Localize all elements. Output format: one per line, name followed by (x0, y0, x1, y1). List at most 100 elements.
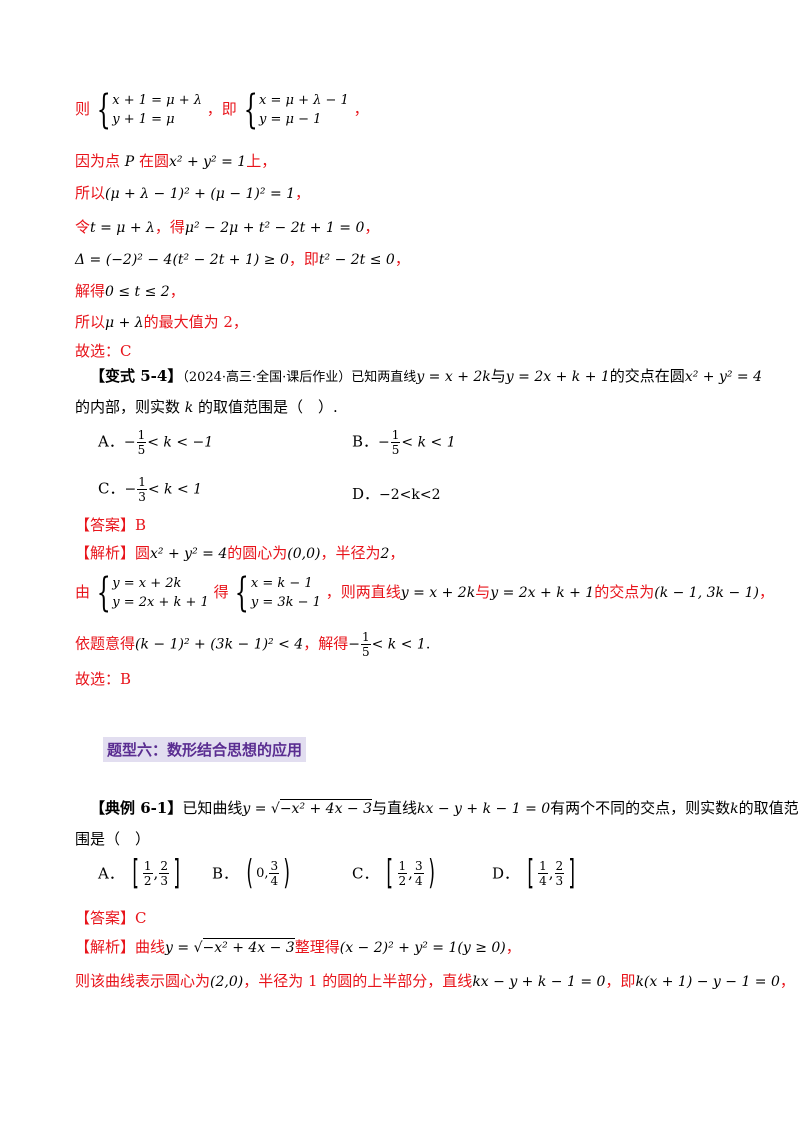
solution-line-choice: 故选：C (75, 342, 131, 360)
equation: μ + λ (105, 315, 144, 331)
option-label: B． (352, 432, 379, 451)
option-label: B． (212, 864, 239, 883)
text: ， (295, 184, 311, 202)
text: ，解得 (303, 634, 349, 653)
denominator: 4 (270, 873, 279, 888)
solution-line-circle: 因为点 P 在圆x² + y² = 1上， (75, 152, 276, 171)
option-a-6-1[interactable]: A． [1 2, 2 3] (98, 856, 183, 890)
equation: x² + y² = 4 (684, 369, 763, 385)
minus-sign: − (124, 481, 137, 498)
question-5-4: 【变式 5-4】（2024·高三·全国·课后作业）已知两直线y = x + 2k… (90, 367, 762, 386)
analysis-5-4-line1: 【解析】圆x² + y² = 4的圆心为(0,0)，半径为2， (75, 544, 404, 563)
denominator: 2 (398, 873, 407, 888)
text: 所以 (75, 313, 106, 331)
text: ， (169, 282, 185, 300)
numerator: 1 (390, 428, 401, 443)
equation: kx − y + k − 1 = 0 (417, 801, 551, 817)
text: 与 (490, 367, 506, 385)
analysis-6-1-line1: 【解析】曲线y = √−x² + 4x − 3整理得(x − 2)² + y² … (75, 938, 521, 956)
answer-tag: 【答案】 (75, 516, 136, 534)
text: 与直线 (372, 799, 418, 817)
option-b[interactable]: B．− 1 5 < k < 1 (352, 428, 456, 457)
equation-row: x = k − 1 (250, 576, 313, 591)
text: 的交点在圆 (609, 367, 685, 385)
option-b-6-1[interactable]: B． (0, 3 4) (212, 856, 293, 890)
inequality: < k < −1 (147, 434, 214, 451)
text: ，即 (206, 100, 237, 118)
answer-6-1: 【答案】C (75, 909, 147, 927)
option-c-6-1[interactable]: C． [1 2, 3 4) (352, 856, 438, 890)
equation: y = x + 2k (416, 369, 491, 385)
denominator: 4 (539, 873, 547, 888)
text: 的最大值为 2， (143, 313, 248, 331)
numerator: 3 (413, 858, 424, 874)
question-6-1-line2: 围是（ ） (75, 830, 150, 848)
option-label: C． (98, 479, 125, 498)
text: . (425, 636, 431, 653)
interval: (0, 3 4) (246, 853, 291, 893)
option-label: D． (492, 864, 520, 883)
equation-row: y + 1 = μ (112, 112, 175, 127)
option-d-6-1[interactable]: D． [1 4, 2 3] (492, 856, 578, 890)
equation: y = (242, 801, 271, 817)
text: 解得 (75, 282, 106, 300)
variable: k (730, 801, 739, 817)
text: ， (779, 972, 795, 990)
text: 圆 (135, 544, 151, 562)
interval: [1 4, 2 3] (527, 853, 576, 893)
equation-row: x = μ + λ − 1 (259, 93, 349, 108)
text: 已知曲线 (182, 799, 243, 817)
text: ，即 (288, 250, 319, 268)
text: 在圆 (134, 152, 169, 170)
text: 的交点为 (594, 583, 655, 601)
numerator: 1 (538, 858, 548, 874)
solution-line-solve: 解得0 ≤ t ≤ 2， (75, 282, 185, 301)
text: 的取值范围是（ ）. (193, 398, 338, 416)
answer-tag: 【答案】 (75, 909, 136, 927)
analysis-tag: 【解析】 (75, 544, 136, 562)
equation: 0 ≤ t ≤ 2 (105, 284, 170, 300)
option-c[interactable]: C．− 1 3 < k < 1 (98, 475, 202, 504)
numerator: 1 (136, 428, 147, 443)
text: 的取值范 (738, 799, 799, 817)
analysis-tag: 【解析】 (75, 938, 136, 956)
denominator: 5 (391, 443, 400, 457)
text: ，即 (605, 972, 636, 990)
numerator: 1 (142, 858, 153, 874)
equation-system: { y = x + 2k y = 2x + k + 1 (96, 570, 209, 616)
equation-row: y = 2x + k + 1 (112, 595, 209, 610)
denominator: 2 (143, 873, 152, 888)
equation: y = 2x + k + 1 (505, 369, 610, 385)
equation: (μ + λ − 1)² + (μ − 1)² = 1 (105, 186, 296, 202)
text: 曲线 (135, 938, 166, 956)
text: ，则两直线 (325, 583, 401, 601)
equation: 2 (380, 546, 390, 562)
equation-row: y = 3k − 1 (250, 595, 321, 610)
equation: (2,0) (210, 974, 244, 990)
equation: μ² − 2μ + t² − 2t + 1 = 0 (184, 220, 365, 236)
answer-5-4: 【答案】B (75, 516, 146, 534)
denominator: 3 (160, 873, 168, 888)
denominator: 5 (137, 443, 146, 457)
minus-sign: − (348, 636, 360, 653)
equation: (x − 2)² + y² = 1(y ≥ 0) (339, 940, 506, 956)
radicand: −x² + 4x − 3 (279, 799, 373, 817)
text: ，半径为 (320, 544, 381, 562)
text: ， (353, 100, 369, 118)
numerator: 2 (554, 858, 565, 874)
denominator: 3 (555, 873, 564, 888)
text: ， (505, 938, 521, 956)
variable: k (184, 400, 194, 416)
option-a[interactable]: A．− 1 5 < k < −1 (98, 428, 213, 457)
question-tag: 【变式 5-4】 (90, 367, 183, 385)
option-d[interactable]: D．−2<k<2 (352, 483, 441, 504)
option-label: A． (98, 864, 124, 883)
text: 依题意得 (75, 634, 136, 653)
text: 的内部，则实数 (75, 398, 185, 416)
minus-sign: − (123, 434, 136, 451)
text: 则 (75, 100, 91, 118)
